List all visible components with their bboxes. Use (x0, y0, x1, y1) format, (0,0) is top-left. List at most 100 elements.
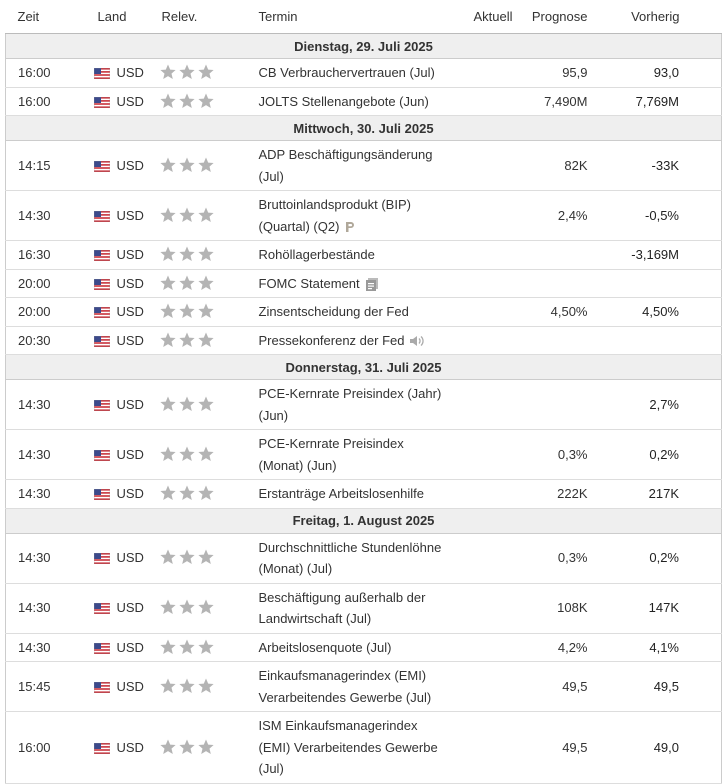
event-line: Landwirtschaft (Jul) (258, 611, 372, 626)
use (94, 161, 110, 172)
day-row: Dienstag, 29. Juli 2025 (5, 33, 722, 59)
event-line: JOLTS Stellenangebote (Jun) (258, 93, 429, 109)
use (94, 682, 110, 693)
previous: 7,769M (595, 87, 722, 116)
previous: 49,5 (595, 661, 722, 712)
actual (460, 633, 521, 662)
forecast: 95,9 (520, 58, 596, 88)
relevance-stars (159, 332, 214, 347)
previous: -0,5% (595, 190, 722, 241)
day-row: Donnerstag, 31. Juli 2025 (5, 354, 722, 380)
use (94, 307, 110, 318)
us-flag (94, 68, 110, 79)
time: 14:30 (5, 429, 86, 480)
use (197, 246, 214, 261)
use (178, 396, 195, 411)
forecast: 49,5 (520, 661, 596, 712)
use (197, 396, 214, 411)
currency: USD (116, 207, 144, 223)
relevance-stars (159, 303, 214, 318)
day-header: Dienstag, 29. Juli 2025 (5, 33, 722, 59)
time: 16:00 (5, 711, 86, 784)
country: USD (85, 583, 156, 634)
us-flag (94, 682, 110, 693)
relevance-stars (159, 246, 214, 261)
document-icon (365, 277, 378, 291)
event: Bruttoinlandsprodukt (BIP) (Quartal) (Q2) (250, 190, 461, 241)
us-flag (94, 336, 110, 347)
use (94, 603, 110, 614)
event-row: 16:00 USD ISM Einkaufsmanagerindex (EMI) Ve… (5, 711, 722, 784)
use (178, 639, 195, 654)
relevance (155, 583, 251, 634)
use (178, 64, 195, 79)
event-line: PCE-Kernrate Preisindex (Jahr) (258, 386, 442, 401)
relevance-stars (159, 275, 214, 290)
country: USD (85, 87, 156, 116)
currency: USD (116, 65, 144, 80)
us-flag (94, 250, 110, 261)
event-row: 16:00 USD JOLTS Stellenangebote (Jun) 7,490… (5, 87, 722, 116)
use (159, 332, 176, 347)
us-flag (94, 400, 110, 411)
relevance (155, 479, 251, 509)
relevance-stars (159, 446, 214, 461)
use (197, 207, 214, 222)
event-row: 14:30 USD Arbeitslosenquote (Jul) 4,2% 4,1% (5, 633, 722, 662)
event: Einkaufsmanagerindex (EMI) Verarbeitendes… (250, 661, 461, 712)
relevance (155, 190, 251, 241)
use (197, 332, 214, 347)
forecast (520, 240, 596, 270)
day-row: Freitag, 1. August 2025 (5, 507, 722, 534)
event: JOLTS Stellenangebote (Jun) (250, 87, 461, 116)
us-flag (94, 489, 110, 500)
currency: USD (116, 678, 144, 694)
event: ADP Beschäftigungsänderung (Jul) (250, 140, 461, 191)
num: Aktuell (460, 0, 521, 34)
event: Durchschnittliche Stundenlöhne (Monat) (J… (250, 533, 461, 584)
event-line: Durchschnittliche Stundenlöhne (258, 539, 442, 555)
rect (367, 287, 372, 289)
relevance (155, 711, 251, 784)
use (178, 599, 195, 615)
previous (595, 326, 722, 355)
event-row: 20:00 USD FOMC Statement (5, 269, 722, 298)
event-line: (EMI) Verarbeitendes Gewerbe (258, 739, 438, 755)
path (346, 221, 355, 232)
use (159, 549, 176, 565)
use (197, 275, 214, 290)
country: USD (85, 533, 156, 584)
use (94, 400, 110, 411)
use (178, 303, 195, 318)
previous: 4,50% (595, 297, 722, 327)
previous: 2,7% (595, 379, 722, 430)
time: 14:30 (5, 583, 86, 634)
use (159, 599, 176, 615)
use (159, 739, 176, 754)
use (94, 68, 110, 79)
time: 20:30 (5, 326, 86, 355)
country: USD (85, 429, 156, 480)
country: USD (85, 633, 156, 662)
country: USD (85, 711, 156, 784)
event: Zinsentscheidung der Fed (250, 297, 461, 327)
event-line: Rohöllagerbestände (258, 247, 375, 262)
use (178, 446, 195, 461)
use (197, 485, 214, 500)
use (159, 275, 176, 290)
relevance (155, 379, 251, 430)
actual (460, 297, 521, 327)
relevance-stars (159, 93, 214, 108)
relevance (155, 297, 251, 327)
event-line: Bruttoinlandsprodukt (BIP) (258, 197, 411, 212)
currency: USD (116, 486, 144, 501)
relevance-stars (159, 396, 214, 411)
event-row: 14:15 USD ADP Beschäftigungsänderung (Jul) 8… (5, 140, 722, 191)
event: Arbeitslosenquote (Jul) (250, 633, 461, 662)
th: Relev. (155, 0, 251, 34)
previous (595, 269, 722, 298)
use (197, 93, 214, 108)
country: USD (85, 326, 156, 355)
num: Vorherig (595, 0, 722, 34)
us-flag (94, 450, 110, 461)
